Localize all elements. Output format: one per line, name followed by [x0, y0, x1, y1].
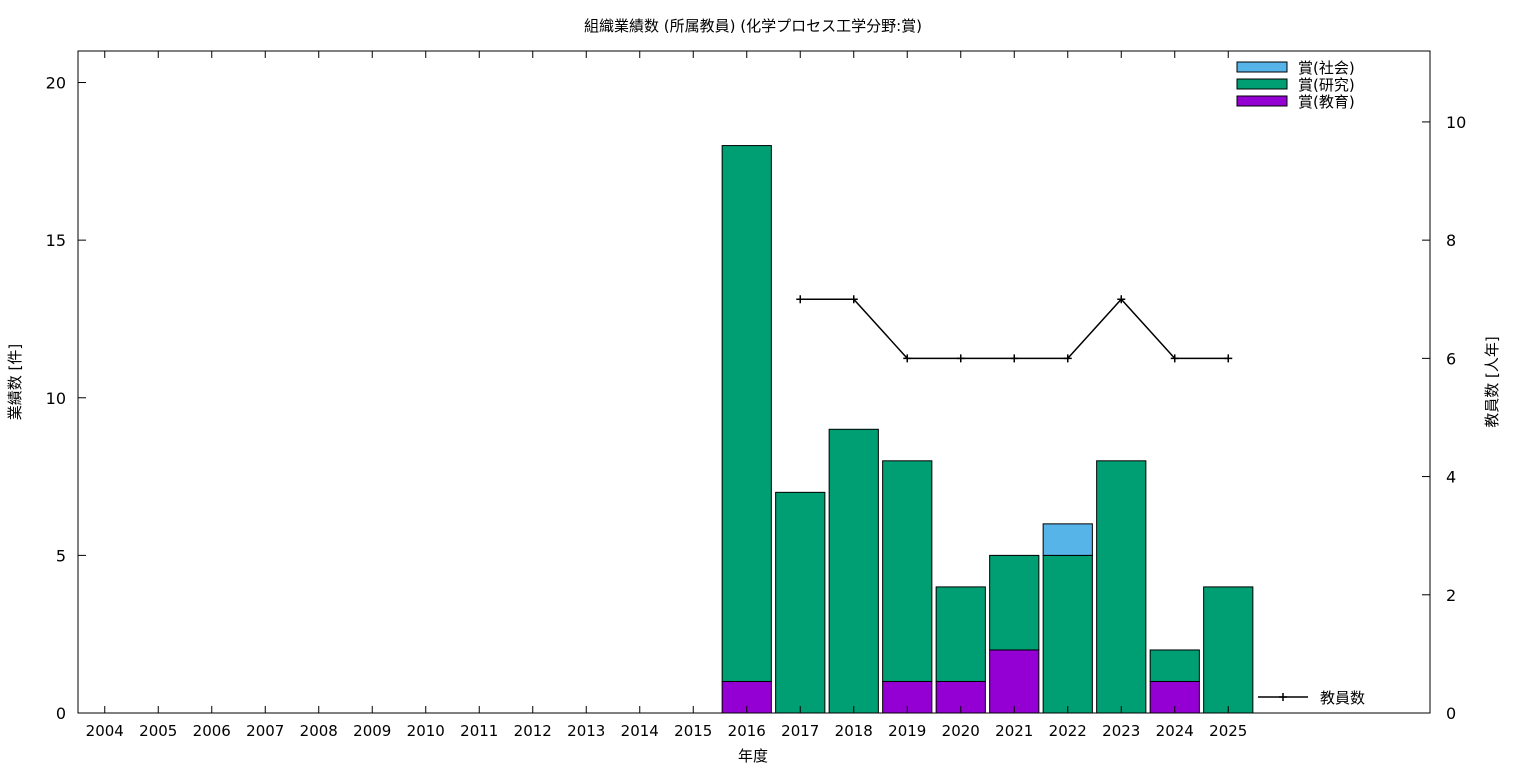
line-point-2023 [1117, 295, 1126, 304]
bar-2024-series-1 [1149, 649, 1200, 682]
line-layer [796, 295, 1233, 363]
legend-swatch [1236, 78, 1288, 90]
bar-2020-series-1 [935, 586, 986, 682]
x-tick-label: 2018 [835, 722, 873, 740]
x-tick-label: 2008 [300, 722, 338, 740]
bar-2021-series-0 [989, 649, 1040, 714]
x-tick-label: 2023 [1102, 722, 1140, 740]
line-series-faculty [800, 298, 1229, 360]
x-tick-label: 2019 [888, 722, 926, 740]
y-tick-label: 15 [46, 231, 66, 250]
bar-2023-series-1 [1096, 460, 1147, 714]
line-point-2022 [1063, 354, 1072, 363]
legend-swatch [1236, 95, 1288, 107]
plot-frame [77, 50, 1431, 714]
axes-layer: 2004 2005 2006 2007 2008 2009 2010 2011 2012 2013… [46, 50, 1466, 740]
x-tick-label: 2009 [353, 722, 391, 740]
x-tick-label: 2013 [567, 722, 605, 740]
y2-axis-label: 教員数 [人年] [1483, 336, 1501, 427]
bar-2021-series-1 [989, 554, 1040, 651]
x-tick-label: 2016 [728, 722, 766, 740]
line-point-2024 [1170, 354, 1179, 363]
y2-tick-label: 10 [1446, 113, 1466, 132]
x-tick-label: 2020 [942, 722, 980, 740]
y-axis-label: 業績数 [件] [6, 344, 24, 420]
x-tick-label: 2014 [621, 722, 659, 740]
bar-2017-series-1 [775, 491, 826, 714]
x-tick-label: 2022 [1049, 722, 1087, 740]
bar-2022-series-1 [1042, 554, 1093, 714]
y2-tick-label: 0 [1446, 704, 1456, 723]
line-point-2021 [1010, 354, 1019, 363]
x-axis-label: 年度 [738, 747, 768, 765]
line-point-2018 [849, 295, 858, 304]
y-tick-label: 10 [46, 389, 66, 408]
x-tick-label: 2025 [1209, 722, 1247, 740]
line-point-2019 [903, 354, 912, 363]
x-tick-label: 2006 [193, 722, 231, 740]
x-tick-label: 2007 [246, 722, 284, 740]
legend: 賞(社会)賞(研究)賞(教育) 教員数 [1236, 59, 1365, 707]
y-tick-label: 0 [56, 704, 66, 723]
bar-2025-series-1 [1203, 586, 1254, 714]
chart-title: 組織業績数 (所属教員) (化学プロセス工学分野:賞) [584, 17, 922, 35]
line-point-2017 [796, 295, 805, 304]
y2-tick-label: 8 [1446, 231, 1456, 250]
legend-label: 賞(研究) [1298, 76, 1355, 94]
y-tick-label: 5 [56, 546, 66, 565]
x-tick-label: 2004 [86, 722, 124, 740]
x-tick-label: 2012 [514, 722, 552, 740]
legend-line-label: 教員数 [1320, 689, 1365, 707]
bar-2016-series-1 [721, 145, 772, 682]
line-point-2020 [956, 354, 965, 363]
x-tick-label: 2011 [460, 722, 498, 740]
x-tick-label: 2010 [407, 722, 445, 740]
x-tick-label: 2017 [781, 722, 819, 740]
x-tick-label: 2015 [674, 722, 712, 740]
y2-tick-label: 4 [1446, 468, 1456, 487]
bar-2018-series-1 [828, 428, 879, 714]
bars-layer [721, 145, 1254, 714]
x-tick-label: 2005 [139, 722, 177, 740]
y2-tick-label: 6 [1446, 349, 1456, 368]
bar-2022-series-2 [1042, 523, 1093, 556]
y-tick-label: 20 [46, 74, 66, 93]
x-tick-label: 2021 [995, 722, 1033, 740]
y2-tick-label: 2 [1446, 586, 1456, 605]
legend-line-marker [1279, 693, 1287, 701]
x-tick-label: 2024 [1156, 722, 1194, 740]
bar-2019-series-1 [882, 460, 933, 682]
legend-label: 賞(教育) [1298, 93, 1355, 111]
line-point-2025 [1224, 354, 1233, 363]
legend-swatch [1236, 61, 1288, 73]
legend-label: 賞(社会) [1298, 59, 1355, 77]
